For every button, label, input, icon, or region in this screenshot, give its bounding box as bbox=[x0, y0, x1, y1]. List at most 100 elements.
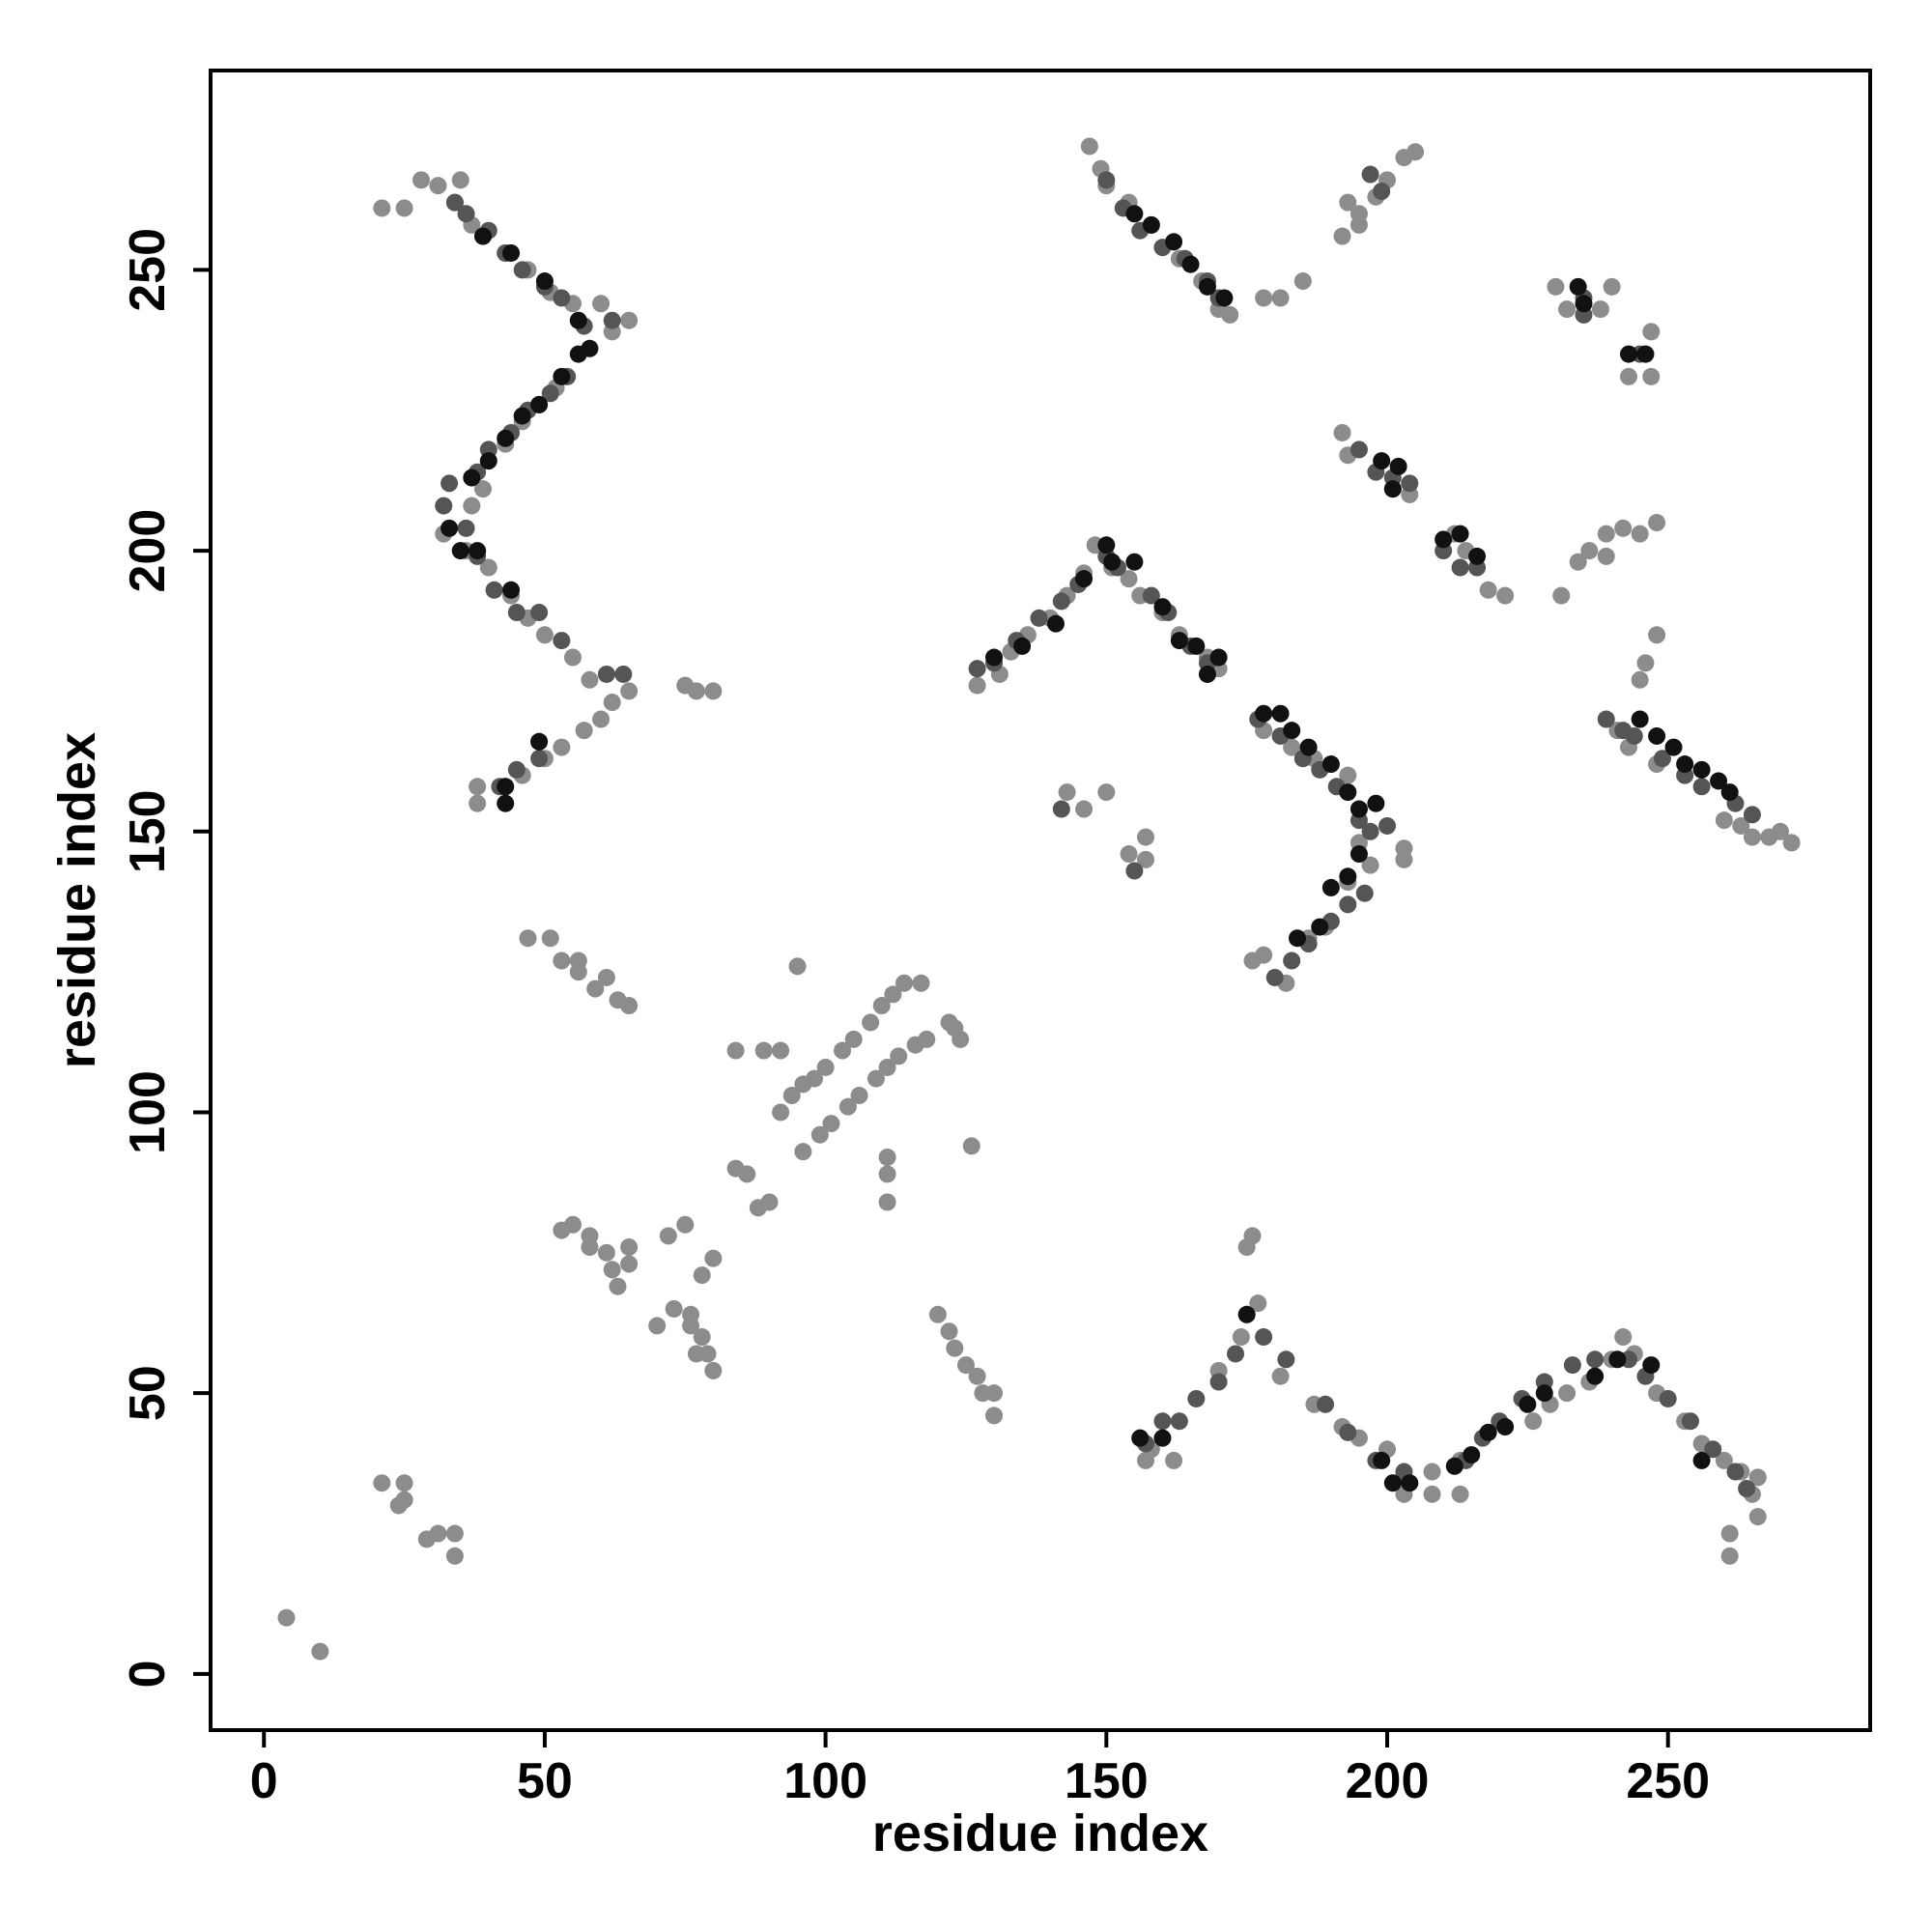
point bbox=[1080, 137, 1098, 156]
point bbox=[1614, 519, 1633, 537]
point bbox=[1209, 648, 1228, 667]
point bbox=[1720, 783, 1739, 802]
point bbox=[277, 1608, 296, 1627]
point bbox=[1198, 665, 1216, 683]
point bbox=[603, 311, 621, 329]
point bbox=[1451, 558, 1469, 577]
point bbox=[429, 1524, 447, 1543]
point bbox=[1058, 783, 1076, 802]
point bbox=[592, 295, 611, 313]
point bbox=[395, 199, 413, 217]
y-tick-label: 200 bbox=[120, 509, 176, 593]
point bbox=[1170, 1412, 1188, 1431]
point bbox=[1283, 722, 1301, 740]
point bbox=[1636, 654, 1655, 672]
point bbox=[445, 1524, 464, 1543]
point bbox=[1271, 704, 1290, 723]
point bbox=[597, 968, 615, 986]
point bbox=[1445, 1457, 1463, 1475]
point bbox=[1401, 1474, 1419, 1492]
point bbox=[620, 997, 639, 1015]
point bbox=[451, 542, 469, 560]
point bbox=[1255, 946, 1273, 964]
point bbox=[541, 384, 559, 403]
point bbox=[513, 407, 531, 425]
point bbox=[1339, 193, 1357, 212]
point bbox=[1692, 1451, 1711, 1469]
point bbox=[497, 429, 515, 447]
point bbox=[946, 1019, 964, 1037]
point bbox=[1293, 272, 1312, 291]
point bbox=[1720, 1524, 1739, 1543]
point bbox=[502, 243, 521, 262]
point bbox=[1339, 895, 1357, 914]
x-tick-label: 200 bbox=[1346, 1753, 1430, 1809]
point bbox=[1350, 215, 1368, 234]
point bbox=[1569, 277, 1587, 296]
point bbox=[1704, 1440, 1722, 1459]
point bbox=[1401, 474, 1419, 493]
point bbox=[1120, 570, 1138, 588]
point bbox=[1153, 598, 1172, 616]
point bbox=[1547, 277, 1565, 296]
point bbox=[878, 1165, 896, 1183]
point bbox=[1187, 1389, 1206, 1407]
point bbox=[844, 1030, 863, 1048]
point bbox=[620, 311, 639, 329]
point bbox=[1648, 726, 1666, 745]
y-tick-label: 100 bbox=[120, 1070, 176, 1154]
point bbox=[1383, 1474, 1402, 1492]
point bbox=[878, 1148, 896, 1166]
y-tick-label: 0 bbox=[120, 1660, 176, 1688]
point bbox=[597, 1243, 615, 1262]
point bbox=[1692, 778, 1711, 796]
y-tick-label: 50 bbox=[120, 1365, 176, 1421]
point bbox=[1142, 586, 1160, 605]
point bbox=[1198, 277, 1216, 296]
point bbox=[794, 1143, 812, 1161]
point bbox=[569, 311, 587, 329]
point bbox=[1125, 553, 1144, 571]
point bbox=[530, 750, 549, 768]
point bbox=[985, 1406, 1004, 1425]
point bbox=[1614, 1328, 1633, 1347]
point bbox=[1558, 1384, 1577, 1403]
point bbox=[457, 519, 475, 537]
point bbox=[535, 272, 554, 291]
point bbox=[1288, 929, 1306, 948]
point bbox=[1642, 367, 1661, 385]
point bbox=[805, 1069, 823, 1088]
point bbox=[687, 1345, 705, 1363]
point bbox=[1339, 1423, 1357, 1441]
point bbox=[1367, 794, 1385, 812]
point bbox=[1597, 710, 1615, 728]
point bbox=[962, 1137, 980, 1155]
point bbox=[1181, 255, 1200, 273]
point bbox=[620, 1255, 639, 1273]
point bbox=[1451, 1485, 1469, 1503]
point bbox=[1395, 839, 1413, 858]
point bbox=[553, 632, 571, 650]
point bbox=[1738, 1480, 1756, 1498]
point bbox=[788, 957, 807, 976]
point bbox=[1052, 800, 1070, 818]
point bbox=[1339, 867, 1357, 886]
point bbox=[1030, 609, 1048, 627]
point bbox=[473, 480, 492, 498]
point bbox=[1586, 1350, 1605, 1369]
point bbox=[1097, 171, 1116, 189]
point bbox=[463, 497, 481, 515]
point bbox=[507, 760, 526, 779]
point bbox=[1771, 822, 1789, 840]
point bbox=[968, 660, 986, 678]
point bbox=[1648, 514, 1666, 532]
point bbox=[1653, 750, 1671, 768]
point bbox=[1726, 1463, 1745, 1481]
point bbox=[872, 997, 891, 1015]
point bbox=[1479, 581, 1497, 599]
x-tick-label: 100 bbox=[783, 1753, 867, 1809]
point bbox=[603, 694, 621, 712]
point bbox=[530, 395, 549, 413]
point bbox=[1361, 856, 1379, 874]
point bbox=[1552, 586, 1571, 605]
